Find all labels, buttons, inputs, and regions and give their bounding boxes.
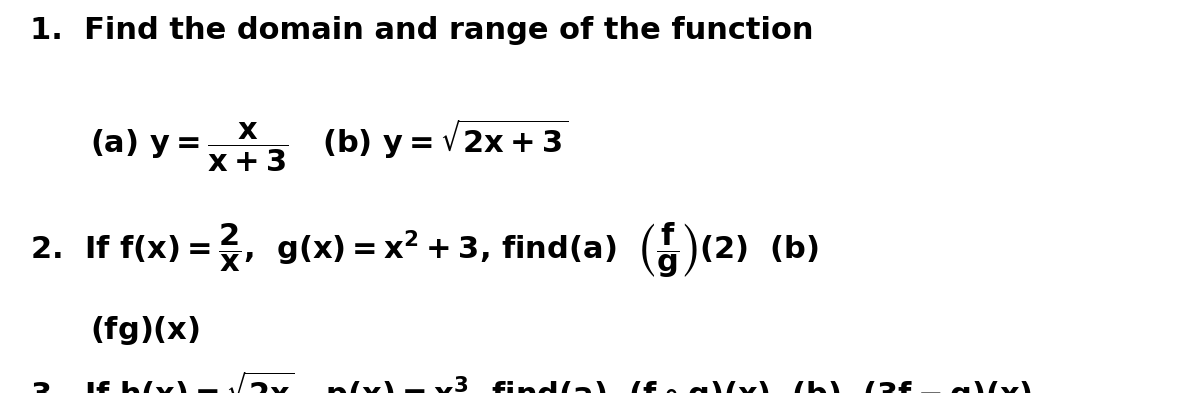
Text: 1.  Find the domain and range of the function: 1. Find the domain and range of the func… [30,16,814,45]
Text: 3.  If $h(x) = \sqrt{2x}$,  $p(x) = x^3$, find(a)  $(f \circ g)(x)$  (b)  $(3f -: 3. If $h(x) = \sqrt{2x}$, $p(x) = x^3$, … [30,369,1032,393]
Text: 2.  If $f(x) = \dfrac{2}{x}$,  $g(x) = x^2 + 3$, find(a)  $\left(\dfrac{f}{g}\ri: 2. If $f(x) = \dfrac{2}{x}$, $g(x) = x^2… [30,220,818,280]
Text: $(fg)(x)$: $(fg)(x)$ [90,314,200,347]
Text: (a) $y = \dfrac{x}{x+3}$   (b) $y = \sqrt{2x+3}$: (a) $y = \dfrac{x}{x+3}$ (b) $y = \sqrt{… [90,118,569,174]
